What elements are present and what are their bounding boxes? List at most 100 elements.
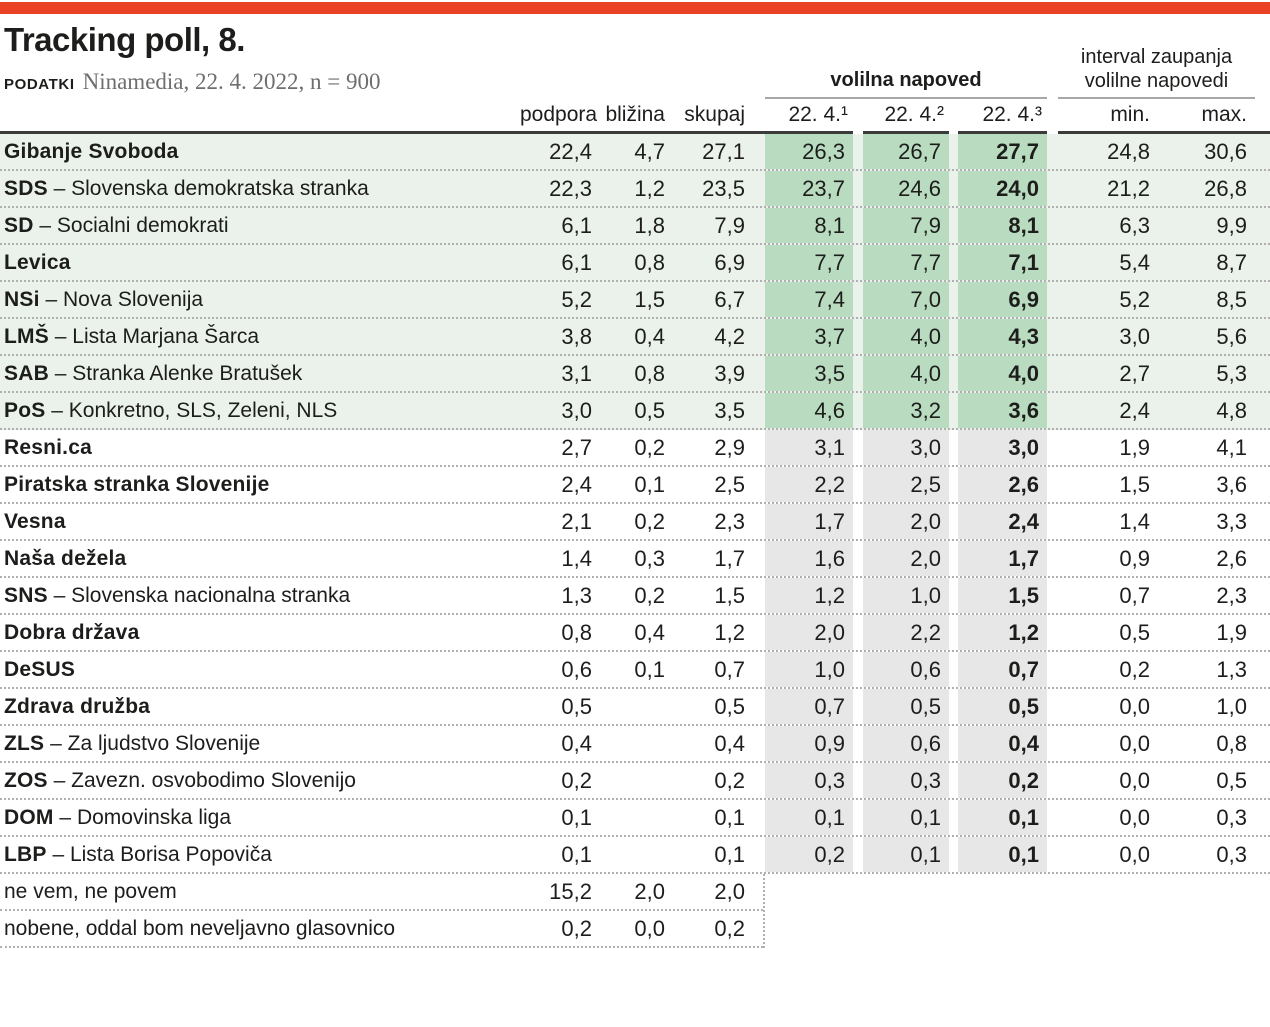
cell-skupaj: 0,1 (714, 842, 745, 867)
cell-podpora: 22,3 (549, 176, 592, 201)
table-row: SDS – Slovenska demokratska stranka 22,3… (0, 171, 1270, 208)
table-row: Resni.ca 2,7 0,2 2,9 3,1 3,0 3,0 1,9 4,1 (0, 430, 1270, 467)
cell-min: 2,4 (1119, 398, 1150, 423)
party-name: LBP – Lista Borisa Popoviča (0, 837, 520, 872)
cell-napoved-3: 1,7 (958, 541, 1047, 576)
cell-podpora: 3,0 (561, 398, 592, 423)
party-abbreviation: Zdrava družba (4, 695, 151, 718)
cell-napoved-1: 1,2 (765, 578, 853, 613)
party-name: Vesna (0, 504, 520, 539)
column-gap (1047, 430, 1058, 465)
party-abbreviation: SAB (4, 362, 49, 385)
cell-napoved-1: 1,7 (765, 504, 853, 539)
party-abbreviation: SDS (4, 177, 48, 200)
cell-napoved-2: 7,9 (863, 208, 949, 243)
column-gap (1047, 393, 1058, 428)
cell-podpora: 15,2 (549, 879, 592, 904)
cell-blizina: 2,0 (634, 879, 665, 904)
cell-napoved-2: 4,0 (863, 319, 949, 354)
cell-napoved-3: 3,6 (958, 393, 1047, 428)
party-name: nobene, oddal bom neveljavno glasovnico (0, 911, 520, 946)
cell-min: 24,8 (1107, 139, 1150, 164)
column-gap (853, 541, 863, 576)
cell-max: 8,7 (1216, 250, 1247, 275)
cell-min: 0,9 (1119, 546, 1150, 571)
column-gap (753, 652, 765, 687)
cell-max: 0,5 (1216, 768, 1247, 793)
party-abbreviation: DeSUS (4, 658, 76, 681)
cell-napoved-2: 3,0 (863, 430, 949, 465)
column-headers: volilna napoved interval zaupanja voliln… (0, 45, 1270, 131)
table-row: Zdrava družba 0,5 0,5 0,7 0,5 0,5 0,0 1,… (0, 689, 1270, 726)
cell-napoved-3: 3,0 (958, 430, 1047, 465)
column-gap (1047, 541, 1058, 576)
cell-napoved-3: 24,0 (958, 171, 1047, 206)
party-full-name: – Socialni demokrati (33, 214, 229, 237)
cell-napoved-1: 4,6 (765, 393, 853, 428)
group-header-napoved: volilna napoved (765, 69, 1047, 99)
cell-napoved-1: 0,3 (765, 763, 853, 798)
column-gap (853, 245, 863, 280)
cell-napoved-2: 0,1 (863, 800, 949, 835)
cell-napoved-3: 6,9 (958, 282, 1047, 317)
column-gap (753, 430, 765, 465)
right-padding (1255, 689, 1270, 724)
cell-min: 0,5 (1119, 620, 1150, 645)
column-gap (853, 578, 863, 613)
cell-blizina (600, 800, 673, 835)
party-name: SDS – Slovenska demokratska stranka (0, 171, 520, 206)
column-gap (949, 689, 958, 724)
table-row: Vesna 2,1 0,2 2,3 1,7 2,0 2,4 1,4 3,3 (0, 504, 1270, 541)
cell-min: 3,0 (1119, 324, 1150, 349)
party-full-name: ne vem, ne povem (4, 880, 177, 903)
column-gap (949, 726, 958, 761)
right-padding (1255, 578, 1270, 613)
party-abbreviation: LMŠ (4, 325, 49, 348)
party-abbreviation: NSi (4, 288, 40, 311)
right-padding (1255, 726, 1270, 761)
party-full-name: – Stranka Alenke Bratušek (48, 362, 303, 385)
cell-napoved-3: 0,1 (958, 837, 1047, 872)
group-header-interval: interval zaupanja volilne napovedi (1058, 45, 1255, 99)
column-gap (1047, 578, 1058, 613)
column-header-napoved-3: 22. 4.³ (982, 103, 1042, 126)
cell-skupaj: 3,5 (714, 398, 745, 423)
column-gap (1047, 245, 1058, 280)
right-padding (1255, 356, 1270, 391)
column-gap (753, 541, 765, 576)
cell-napoved-1: 0,2 (765, 837, 853, 872)
party-full-name: – Slovenska demokratska stranka (47, 177, 369, 200)
right-padding (1255, 245, 1270, 280)
right-padding (1255, 800, 1270, 835)
column-gap (753, 467, 765, 502)
cell-max: 1,0 (1216, 694, 1247, 719)
right-padding (1255, 393, 1270, 428)
cell-max: 1,3 (1216, 657, 1247, 682)
cell-max: 1,9 (1216, 620, 1247, 645)
cell-napoved-1: 1,6 (765, 541, 853, 576)
column-gap (1047, 652, 1058, 687)
cell-skupaj: 23,5 (702, 176, 745, 201)
column-gap (753, 393, 765, 428)
column-gap (1047, 171, 1058, 206)
cell-skupaj: 2,5 (714, 472, 745, 497)
table-row: LMŠ – Lista Marjana Šarca 3,8 0,4 4,2 3,… (0, 319, 1270, 356)
party-name: Zdrava družba (0, 689, 520, 724)
right-padding (1255, 837, 1270, 872)
cell-skupaj: 0,2 (714, 768, 745, 793)
right-padding (1255, 319, 1270, 354)
cell-min: 0,0 (1119, 731, 1150, 756)
cell-min: 0,0 (1119, 842, 1150, 867)
column-gap (853, 171, 863, 206)
cell-skupaj: 6,7 (714, 287, 745, 312)
cell-napoved-2: 7,0 (863, 282, 949, 317)
column-header-min: min. (1110, 103, 1150, 126)
cell-max: 8,5 (1216, 287, 1247, 312)
cell-blizina: 0,2 (634, 509, 665, 534)
column-gap (753, 578, 765, 613)
cell-blizina: 4,7 (634, 139, 665, 164)
cell-napoved-2: 2,0 (863, 504, 949, 539)
party-abbreviation: Gibanje Svoboda (4, 140, 179, 163)
column-gap (1047, 467, 1058, 502)
cell-napoved-3: 27,7 (958, 134, 1047, 169)
